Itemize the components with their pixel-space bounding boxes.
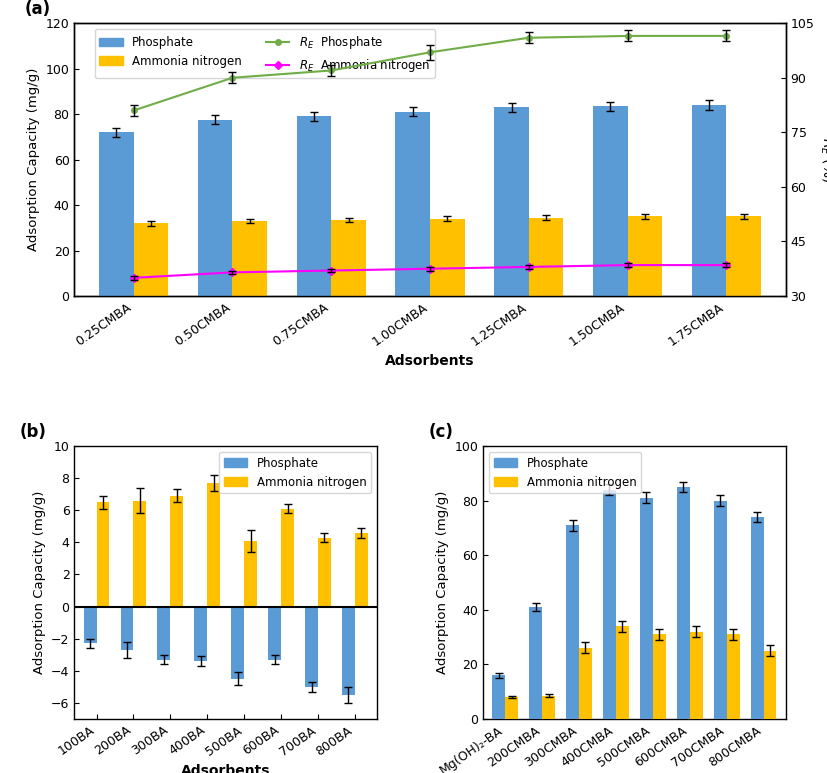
Bar — [342, 607, 355, 695]
Legend: Phosphate, Ammonia nitrogen: Phosphate, Ammonia nitrogen — [489, 452, 641, 493]
Bar — [640, 498, 653, 719]
Y-axis label: Adsorption Capacity (mg/g): Adsorption Capacity (mg/g) — [32, 491, 45, 674]
Y-axis label: $R_E$ (%): $R_E$ (%) — [818, 137, 827, 182]
Bar — [232, 607, 244, 679]
Bar — [170, 495, 184, 607]
Bar — [97, 502, 109, 607]
Bar — [305, 607, 318, 686]
Bar — [268, 607, 281, 659]
Bar — [603, 490, 616, 719]
Bar — [726, 216, 761, 296]
Bar — [505, 697, 518, 719]
Bar — [628, 216, 662, 296]
Bar — [492, 676, 505, 719]
Bar — [542, 696, 555, 719]
Bar — [593, 106, 628, 296]
Bar — [355, 533, 368, 607]
Bar — [529, 607, 542, 719]
Bar — [99, 132, 134, 296]
Bar — [232, 221, 267, 296]
X-axis label: Adsorbents: Adsorbents — [385, 354, 475, 368]
Bar — [297, 117, 332, 296]
Legend: Phosphate, Ammonia nitrogen: Phosphate, Ammonia nitrogen — [219, 452, 371, 493]
Bar — [763, 651, 777, 719]
Text: (a): (a) — [25, 0, 50, 18]
Bar — [395, 112, 430, 296]
Bar — [194, 607, 208, 661]
Legend: Phosphate, Ammonia nitrogen, $R_E$  Phosphate, $R_E$  Ammonia nitrogen: Phosphate, Ammonia nitrogen, $R_E$ Phosp… — [94, 29, 435, 78]
Bar — [653, 635, 666, 719]
Y-axis label: Adsorption Capacity (mg/g): Adsorption Capacity (mg/g) — [27, 68, 41, 251]
Bar — [157, 607, 170, 659]
Bar — [133, 501, 146, 607]
Bar — [579, 648, 592, 719]
Bar — [281, 509, 294, 607]
Y-axis label: Adsorption Capacity (mg/g): Adsorption Capacity (mg/g) — [436, 491, 449, 674]
X-axis label: Adsorbents: Adsorbents — [181, 764, 270, 773]
Bar — [566, 525, 579, 719]
Bar — [616, 626, 629, 719]
Bar — [676, 487, 690, 719]
Bar — [692, 105, 726, 296]
Bar — [318, 537, 331, 607]
Bar — [84, 607, 97, 643]
Text: (b): (b) — [20, 423, 47, 441]
Bar — [244, 541, 257, 607]
Bar — [690, 632, 703, 719]
Bar — [751, 517, 763, 719]
Text: (c): (c) — [428, 423, 453, 441]
Bar — [430, 219, 465, 296]
Bar — [198, 120, 232, 296]
Bar — [528, 217, 563, 296]
Bar — [134, 223, 168, 296]
Bar — [495, 107, 528, 296]
Bar — [121, 607, 133, 650]
Bar — [727, 635, 739, 719]
Bar — [332, 220, 366, 296]
Bar — [714, 501, 727, 719]
Bar — [208, 483, 220, 607]
